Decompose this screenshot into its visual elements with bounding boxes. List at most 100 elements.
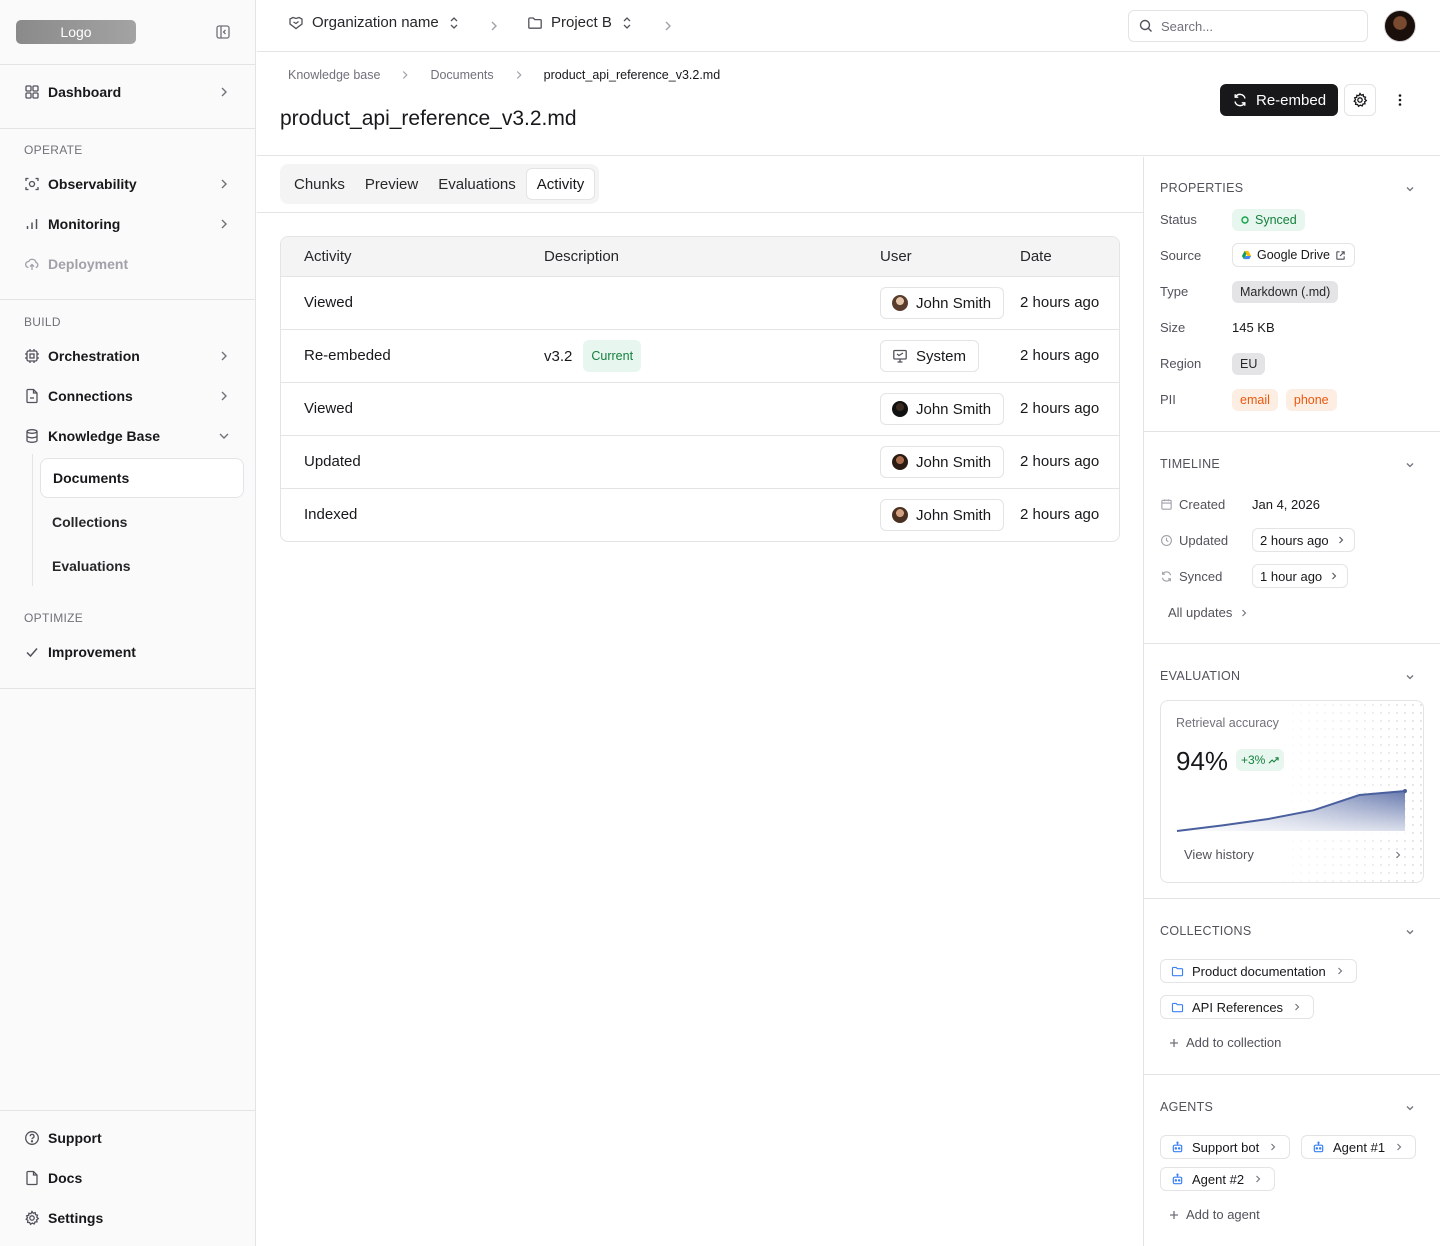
dashboard-icon (24, 84, 40, 100)
table-row[interactable]: Re-embeded v3.2 Current System 2 hours a… (281, 330, 1119, 383)
user-chip[interactable]: System (880, 340, 980, 372)
collection-chip[interactable]: API References (1160, 995, 1315, 1019)
bot-icon (1171, 1173, 1184, 1186)
chevron-right-icon (1238, 607, 1250, 619)
avatar (892, 295, 908, 311)
user-chip[interactable]: John Smith (880, 446, 1005, 478)
table-row[interactable]: Viewed John Smith 2 hours ago (281, 277, 1119, 330)
tab-chunks[interactable]: Chunks (294, 175, 345, 193)
project-switcher[interactable]: Project B (527, 14, 634, 31)
agent-name: Agent #1 (1333, 1139, 1386, 1155)
prop-label-size: Size (1160, 320, 1186, 335)
pii-badge-phone: phone (1285, 389, 1337, 411)
breadcrumb-knowledge-base[interactable]: Knowledge base (288, 68, 381, 82)
chevron-right-icon (1393, 1141, 1405, 1153)
version-text: v3.2 (544, 347, 573, 365)
user-avatar[interactable] (1384, 10, 1416, 42)
sidebar-subitem-collections[interactable]: Collections (52, 514, 128, 530)
search-box (1128, 10, 1368, 42)
prop-value-region: EU (1232, 353, 1266, 375)
chevron-right-icon (216, 216, 232, 232)
chevron-down-icon (216, 428, 232, 444)
sidebar-subitem-documents[interactable]: Documents (40, 458, 244, 498)
logo[interactable]: Logo (16, 20, 136, 44)
collection-chip[interactable]: Product documentation (1160, 959, 1357, 983)
chevron-right-icon (1334, 965, 1346, 977)
timeline-label: Synced (1179, 569, 1223, 584)
search-input[interactable] (1161, 18, 1351, 34)
updated-value: 2 hours ago (1260, 532, 1329, 548)
sidebar-item-label: Deployment (48, 256, 129, 272)
sidebar-item-improvement[interactable]: Improvement (16, 632, 240, 672)
sidebar-item-dashboard[interactable]: Dashboard (16, 72, 240, 112)
re-embed-button[interactable]: Re-embed (1220, 84, 1339, 116)
prop-value-size: 145 KB (1232, 320, 1275, 335)
chevron-down-icon[interactable] (1402, 669, 1418, 685)
chevron-down-icon[interactable] (1402, 457, 1418, 473)
tab-preview[interactable]: Preview (364, 175, 419, 193)
user-chip[interactable]: John Smith (880, 287, 1005, 319)
clock-icon (1160, 534, 1173, 547)
breadcrumb-documents[interactable]: Documents (430, 68, 494, 82)
chevron-down-icon[interactable] (1402, 1100, 1418, 1116)
timeline-label: Created (1179, 497, 1226, 512)
activity-cell: Re-embeded (304, 347, 391, 364)
add-to-agent-button[interactable]: Add to agent (1168, 1207, 1260, 1222)
page-title: product_api_reference_v3.2.md (280, 107, 577, 130)
help-circle-icon (24, 1130, 40, 1146)
all-updates-link[interactable]: All updates (1168, 605, 1250, 620)
chevron-down-icon[interactable] (1402, 181, 1418, 197)
sidebar-item-connections[interactable]: Connections (16, 376, 240, 416)
sidebar-item-observability[interactable]: Observability (16, 164, 240, 204)
settings-button[interactable] (1344, 84, 1376, 116)
section-label-build: BUILD (24, 315, 61, 329)
sidebar-item-settings[interactable]: Settings (16, 1198, 240, 1238)
sidebar-subitem-evaluations[interactable]: Evaluations (52, 558, 131, 574)
sidebar-item-orchestration[interactable]: Orchestration (16, 336, 240, 376)
chevron-right-icon (216, 348, 232, 364)
evaluation-title: EVALUATION (1160, 669, 1241, 683)
table-row[interactable]: Viewed John Smith 2 hours ago (281, 383, 1119, 436)
status-text: Synced (1255, 213, 1297, 227)
add-to-collection-button[interactable]: Add to collection (1168, 1035, 1281, 1050)
tab-activity[interactable]: Activity (525, 168, 596, 200)
user-name: John Smith (916, 453, 992, 471)
agent-chip[interactable]: Agent #1 (1301, 1135, 1417, 1159)
breadcrumb-current: product_api_reference_v3.2.md (543, 68, 721, 82)
folder-icon (1171, 965, 1184, 978)
user-name: John Smith (916, 506, 992, 524)
chevron-down-icon[interactable] (1402, 924, 1418, 940)
user-chip[interactable]: John Smith (880, 499, 1005, 531)
description-cell: v3.2 Current (544, 340, 642, 372)
source-link[interactable]: Google Drive (1232, 243, 1355, 267)
gear-icon (24, 1210, 40, 1226)
more-options-button[interactable] (1384, 84, 1416, 116)
status-badge: Current (583, 340, 642, 372)
sidebar-item-support[interactable]: Support (16, 1118, 240, 1158)
user-chip[interactable]: John Smith (880, 393, 1005, 425)
updated-chip[interactable]: 2 hours ago (1252, 528, 1355, 552)
collapse-sidebar-icon[interactable] (211, 20, 235, 44)
prop-value-pii: email phone (1232, 389, 1337, 411)
chevron-right-icon (1252, 1173, 1264, 1185)
sidebar-item-monitoring[interactable]: Monitoring (16, 204, 240, 244)
tab-evaluations[interactable]: Evaluations (438, 175, 516, 193)
table-row[interactable]: Updated John Smith 2 hours ago (281, 436, 1119, 489)
more-vertical-icon (1392, 92, 1408, 108)
chevron-right-icon (1328, 570, 1340, 582)
add-to-agent-label: Add to agent (1186, 1207, 1260, 1222)
table-row[interactable]: Indexed John Smith 2 hours ago (281, 489, 1119, 541)
sidebar-item-knowledge-base[interactable]: Knowledge Base (16, 416, 240, 456)
sidebar-item-label: Support (48, 1130, 102, 1146)
synced-chip[interactable]: 1 hour ago (1252, 564, 1349, 588)
org-switcher[interactable]: Organization name (288, 14, 461, 31)
chevron-right-icon (1267, 1141, 1279, 1153)
date-cell: 2 hours ago (1020, 453, 1100, 470)
sidebar-item-docs[interactable]: Docs (16, 1158, 240, 1198)
google-drive-icon (1241, 250, 1252, 261)
agent-chip[interactable]: Support bot (1160, 1135, 1291, 1159)
breadcrumb: Knowledge base Documents product_api_ref… (288, 68, 720, 82)
agent-chip[interactable]: Agent #2 (1160, 1167, 1276, 1191)
view-history-link[interactable]: View history (1184, 847, 1404, 862)
evaluation-card: Retrieval accuracy 94% +3% Vie (1160, 700, 1424, 883)
